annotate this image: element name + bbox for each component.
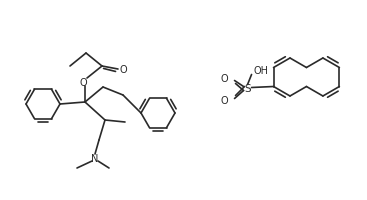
Text: O: O [221, 96, 229, 106]
Text: O: O [120, 65, 128, 75]
Text: O: O [221, 74, 229, 84]
Text: OH: OH [254, 66, 269, 76]
Text: O: O [79, 78, 87, 88]
Text: S: S [244, 84, 251, 94]
Text: N: N [91, 153, 99, 163]
